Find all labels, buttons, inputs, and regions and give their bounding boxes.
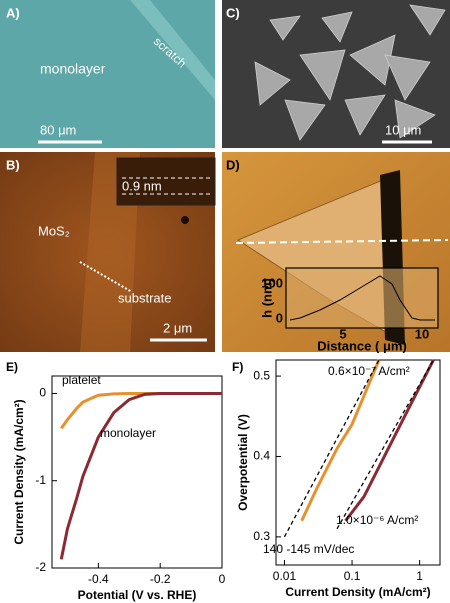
scale-label: 80 μm	[40, 122, 76, 137]
text: substrate	[118, 290, 171, 305]
plot-frame	[275, 359, 441, 566]
annotation: 0.6×10⁻⁷ A/cm²	[328, 364, 410, 378]
scale-label: 2 μm	[163, 320, 192, 335]
x-tick-label: -0.2	[150, 572, 171, 586]
x-axis-label: Potential (V vs. RHE)	[78, 588, 197, 602]
inset-x-label: Distance ( μm)	[317, 338, 407, 353]
series-line	[344, 359, 435, 522]
series-line	[283, 359, 380, 538]
y-axis-label: Overpotential (V)	[236, 414, 250, 511]
y-tick-label: -2	[35, 560, 46, 574]
series-label: platelet	[62, 373, 101, 387]
inset-label: 0.9 nm	[122, 178, 162, 193]
panel-label: C)	[226, 5, 240, 20]
inset	[116, 157, 216, 206]
inset-tick-label: 100	[261, 275, 283, 290]
panel-label: F)	[232, 360, 243, 374]
y-tick-label: 0.3	[253, 529, 270, 543]
panel-c: C) 10 μm	[222, 0, 450, 148]
panel-label: B)	[6, 157, 20, 172]
text: MoS₂	[38, 223, 70, 238]
scratch-band	[130, 0, 215, 100]
panel-label: E)	[6, 360, 18, 374]
inset-profile	[289, 275, 435, 321]
y-tick-label: 0.5	[253, 368, 270, 382]
x-tick-label: 0.1	[344, 569, 361, 583]
panel-b: 0.9 nm B) MoS₂ substrate 2 μm	[0, 152, 216, 352]
inset-tick-label: 5	[339, 326, 346, 341]
inset-tick-label: 0	[276, 310, 283, 325]
series-line	[300, 359, 381, 522]
x-axis-label: Current Density (mA/cm²)	[285, 585, 430, 599]
series-line	[60, 391, 222, 430]
inset-y-label: h (nm)	[259, 278, 274, 318]
x-tick-label: -0.4	[88, 572, 109, 586]
panel-label: D)	[226, 157, 240, 172]
micrograph	[0, 0, 215, 148]
scale-label: 10 μm	[385, 122, 421, 137]
series-line	[59, 391, 222, 560]
panel-d: D) h (nm) 100 0 5 10 Distance ( μm)	[222, 152, 450, 353]
annotation: 1.0×10⁻⁶ A/cm²	[336, 513, 418, 527]
panel-a: A) monolayer scratch 80 μm	[0, 0, 215, 148]
y-tick-label: 0.4	[253, 449, 270, 463]
profile-line	[235, 239, 449, 244]
annotation: 140 -145 mV/dec	[263, 542, 354, 556]
panel-label: A)	[6, 5, 20, 20]
series-label: monolayer	[100, 426, 156, 440]
y-tick-label: -1	[35, 473, 46, 487]
y-tick-label: 0	[39, 386, 46, 400]
inset-tick-label: 10	[415, 326, 429, 341]
series-line	[336, 359, 435, 530]
plot-frame	[51, 375, 223, 569]
x-tick-label: 0	[219, 572, 226, 586]
y-axis-label: Current Density (mA/cm²)	[12, 399, 26, 544]
text: monolayer	[40, 61, 106, 77]
x-tick-label: 0.01	[273, 569, 297, 583]
x-tick-label: 1	[416, 569, 423, 583]
